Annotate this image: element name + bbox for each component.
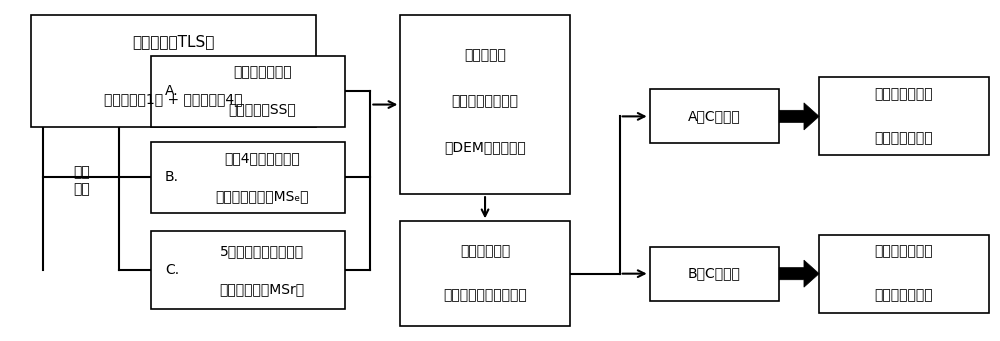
Bar	[650, 247, 779, 301]
Polygon shape	[779, 260, 819, 287]
Text: （数量、高度、冠幅）: （数量、高度、冠幅）	[443, 288, 527, 303]
Text: 参考数据集（MSr）: 参考数据集（MSr）	[220, 282, 305, 296]
Bar	[31, 15, 316, 127]
Text: B.: B.	[165, 170, 179, 184]
Text: （去噪、滤波、生: （去噪、滤波、生	[452, 94, 519, 108]
Bar	[400, 221, 570, 326]
Text: 成DEM、归一化）: 成DEM、归一化）	[444, 140, 526, 154]
Text: 提取植被参数: 提取植被参数	[460, 245, 510, 259]
Text: 中心扫描点形成: 中心扫描点形成	[233, 65, 291, 79]
Text: 数据采集的影响: 数据采集的影响	[875, 288, 933, 303]
Bar	[819, 77, 989, 155]
Text: B和C数据集: B和C数据集	[688, 267, 741, 281]
Bar	[819, 235, 989, 313]
Bar	[151, 232, 345, 309]
Bar	[151, 56, 345, 127]
Text: 中心扫描点1个 + 周边扫描点4个: 中心扫描点1个 + 周边扫描点4个	[104, 92, 243, 106]
Text: 比较距离因子对: 比较距离因子对	[875, 87, 933, 101]
Text: 数据采集的影响: 数据采集的影响	[875, 131, 933, 145]
Text: 任慂4个扫描点组合: 任慂4个扫描点组合	[224, 152, 300, 166]
Text: A.: A.	[165, 84, 179, 98]
Text: 的数据集（SS）: 的数据集（SS）	[228, 103, 296, 117]
Text: A和C数据集: A和C数据集	[688, 109, 741, 123]
Text: 形成的数据集（MSₑ）: 形成的数据集（MSₑ）	[215, 189, 309, 203]
Text: 数据
配准: 数据 配准	[73, 165, 90, 196]
Text: C.: C.	[165, 263, 179, 277]
Bar	[400, 15, 570, 194]
Text: 5个扫描点组合形成的: 5个扫描点组合形成的	[220, 245, 304, 259]
Bar	[650, 89, 779, 144]
Text: 数据预处理: 数据预处理	[464, 48, 506, 62]
Text: 比较地形因子对: 比较地形因子对	[875, 245, 933, 259]
Polygon shape	[779, 103, 819, 130]
Text: 数据获取（TLS）: 数据获取（TLS）	[132, 34, 215, 49]
Bar	[151, 142, 345, 213]
